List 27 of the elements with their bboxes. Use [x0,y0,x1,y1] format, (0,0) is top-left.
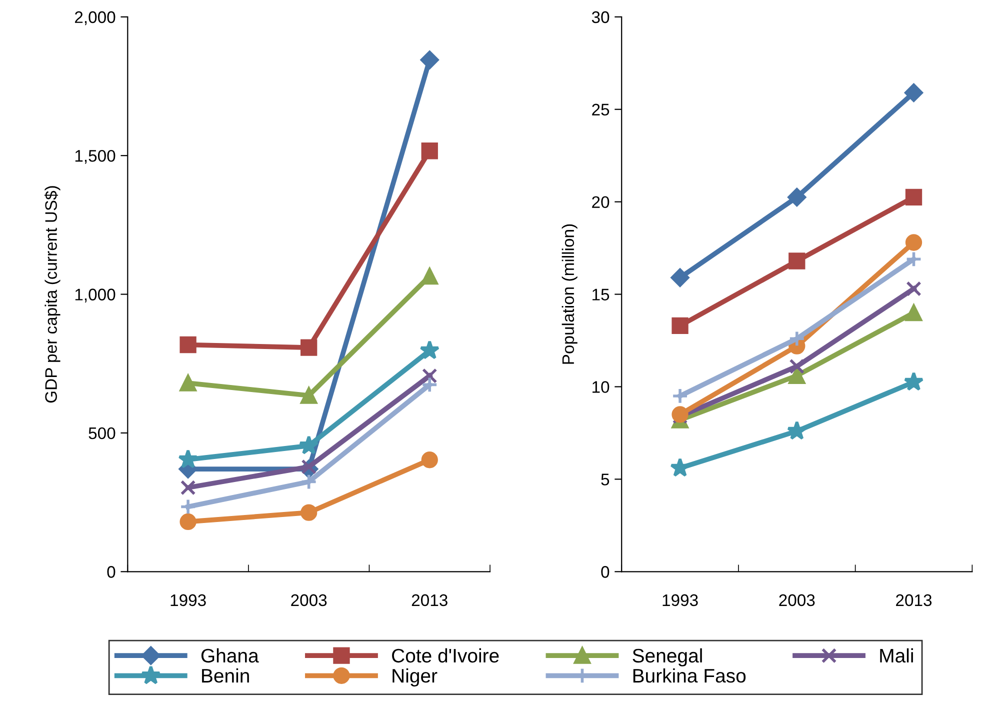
y-tick-label: 2,000 [74,11,116,26]
y-tick-label: 1,500 [75,150,116,164]
y-tick-label: 30 [592,11,610,24]
x-tick-label: 2013 [412,594,448,606]
y-tick-label: 0 [107,566,116,578]
y-tick-label: 25 [592,104,610,116]
y-tick-label: 20 [592,196,610,208]
legend-label: Senegal [632,648,702,666]
y-axis-title: GDP per capita (current US$) [44,186,60,403]
x-tick-label: 2013 [896,594,932,606]
y-tick-label: 5 [601,474,610,486]
y-tick-label: 500 [88,427,116,440]
x-tick-label: 2003 [779,594,815,606]
y-tick-label: 10 [592,381,610,393]
x-tick-label: 1993 [170,594,206,606]
legend-label: Cote d'Ivoire [392,648,499,663]
x-tick-label: 2003 [291,594,327,606]
legend-label: Mali [880,648,913,663]
legend-label: Burkina Faso [633,668,746,683]
y-tick-label: 15 [592,288,610,300]
y-tick-label: 1,000 [75,288,116,302]
y-tick-label: 0 [601,566,610,578]
x-tick-label: 1993 [662,594,698,606]
legend-label: Benin [202,668,249,683]
legend-label: Niger [392,668,438,686]
legend-label: Ghana [201,648,259,663]
y-axis-title: Population (million) [562,224,578,364]
